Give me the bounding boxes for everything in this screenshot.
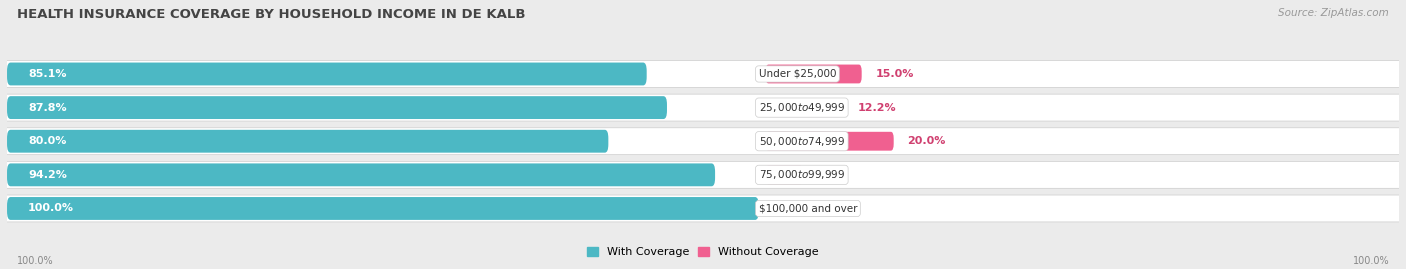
Text: 5.8%: 5.8% — [817, 170, 848, 180]
Text: Source: ZipAtlas.com: Source: ZipAtlas.com — [1278, 8, 1389, 18]
Text: 80.0%: 80.0% — [28, 136, 66, 146]
FancyBboxPatch shape — [766, 65, 862, 83]
FancyBboxPatch shape — [0, 128, 1406, 155]
Legend: With Coverage, Without Coverage: With Coverage, Without Coverage — [582, 243, 824, 261]
Text: $25,000 to $49,999: $25,000 to $49,999 — [759, 101, 845, 114]
Text: 85.1%: 85.1% — [28, 69, 66, 79]
Text: 12.2%: 12.2% — [858, 102, 896, 113]
Text: 94.2%: 94.2% — [28, 170, 66, 180]
FancyBboxPatch shape — [0, 161, 1406, 188]
FancyBboxPatch shape — [7, 62, 647, 85]
FancyBboxPatch shape — [0, 94, 1406, 121]
FancyBboxPatch shape — [7, 197, 759, 220]
FancyBboxPatch shape — [7, 163, 716, 186]
Text: 0.0%: 0.0% — [779, 203, 810, 214]
FancyBboxPatch shape — [0, 61, 1406, 87]
FancyBboxPatch shape — [766, 98, 844, 117]
Text: $75,000 to $99,999: $75,000 to $99,999 — [759, 168, 845, 181]
FancyBboxPatch shape — [7, 130, 609, 153]
Text: Under $25,000: Under $25,000 — [759, 69, 837, 79]
Text: 100.0%: 100.0% — [17, 256, 53, 266]
FancyBboxPatch shape — [7, 96, 666, 119]
Text: 20.0%: 20.0% — [908, 136, 946, 146]
Text: $50,000 to $74,999: $50,000 to $74,999 — [759, 135, 845, 148]
FancyBboxPatch shape — [766, 165, 803, 184]
Text: 100.0%: 100.0% — [1353, 256, 1389, 266]
Text: HEALTH INSURANCE COVERAGE BY HOUSEHOLD INCOME IN DE KALB: HEALTH INSURANCE COVERAGE BY HOUSEHOLD I… — [17, 8, 526, 21]
Text: 100.0%: 100.0% — [28, 203, 75, 214]
Text: 87.8%: 87.8% — [28, 102, 66, 113]
FancyBboxPatch shape — [766, 132, 894, 151]
Text: $100,000 and over: $100,000 and over — [759, 203, 858, 214]
Text: 15.0%: 15.0% — [876, 69, 914, 79]
FancyBboxPatch shape — [0, 195, 1406, 222]
